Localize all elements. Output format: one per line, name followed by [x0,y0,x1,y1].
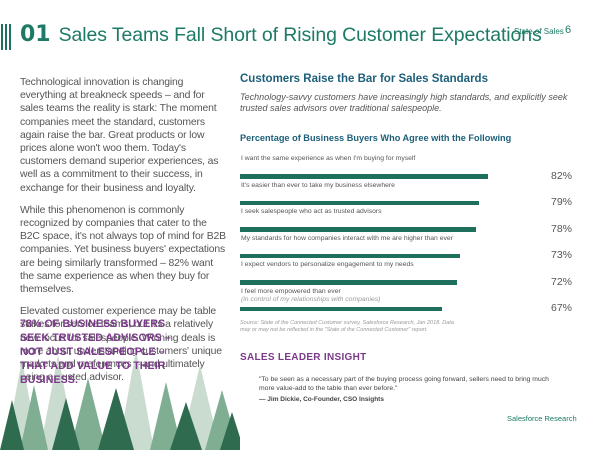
bar [240,306,443,311]
bar-category-text: My standards for how companies interact … [241,234,453,242]
bar [240,227,476,232]
bar-category-label: I want the same experience as when I'm b… [241,155,481,163]
chart-title: Percentage of Business Buyers Who Agree … [240,133,512,143]
bar-value-label: 67% [551,302,573,314]
forest-illustration [0,350,240,450]
bar-category-label: I expect vendors to personalize engageme… [241,261,481,269]
bar-category-note: (in control of my relationships with com… [241,295,381,303]
bar-category-label: I feel more empowered than ever (in contr… [241,288,481,305]
bar-row: My standards for how companies interact … [240,235,580,261]
paragraph: Technological innovation is changing eve… [20,77,219,194]
section-stripe [0,24,13,50]
paragraph: Elevated customer experience may be tabl… [20,306,222,384]
section-number: 01 [20,22,51,47]
footer-text: Salesforce Research [507,414,577,423]
chart-source: Source: State of the Connected Customer … [240,320,454,333]
panel-title: Customers Raise the Bar for Sales Standa… [240,73,488,85]
bar [240,253,461,258]
bar-row: It's easier than ever to take my busines… [240,182,580,208]
bar-category-label: My standards for how companies interact … [241,235,481,243]
page-number: 6 [565,24,572,36]
bar [240,280,458,285]
bar-category-text: I want the same experience as when I'm b… [241,155,416,162]
insight-attribution: — Jim Dickie, Co-Founder, CSO Insights [259,396,384,403]
bar-category-label: It's easier than ever to take my busines… [241,182,481,190]
bar-row: I feel more empowered than ever (in contr… [240,288,580,314]
paragraph: While this phenomenon is commonly recogn… [20,204,226,296]
bar-category-label: I seek salespeople who act as trusted ad… [241,208,481,216]
right-panel: Customers Raise the Bar for Sales Standa… [240,73,580,115]
bar [240,200,479,205]
bar-chart: I want the same experience as when I'm b… [240,155,580,314]
page-header: 01 Sales Teams Fall Short of Rising Cust… [20,22,542,52]
page-title: Sales Teams Fall Short of Rising Custome… [58,24,542,46]
bar-value-label: 82% [551,169,573,182]
bar-value-label: 78% [551,222,573,235]
bar-row: I seek salespeople who act as trusted ad… [240,208,580,235]
bar-value-label: 79% [551,196,573,208]
bar [240,174,488,179]
insight-header: SALES LEADER INSIGHT [240,352,367,363]
body-text: Technological innovation is changing eve… [20,76,228,393]
bar-category-text: I seek salespeople who act as trusted ad… [241,208,382,215]
bar-value-label: 73% [551,249,573,261]
insight-quote: "To be seen as a necessary part of the b… [259,376,549,392]
report-name: State of Sales [514,27,564,36]
bar-row: I want the same experience as when I'm b… [240,155,580,182]
bar-row: I expect vendors to personalize engageme… [240,261,580,288]
bar-category-text: I expect vendors to personalize engageme… [241,261,414,268]
panel-subtitle: Technology-savvy customers have increasi… [240,92,568,114]
bar-value-label: 72% [551,275,573,288]
bar-category-text: It's easier than ever to take my busines… [241,181,395,189]
callout-stat: 78% of business buyers seek trusted advi… [20,318,171,386]
bar-category-text: I feel more empowered than ever [241,287,341,295]
